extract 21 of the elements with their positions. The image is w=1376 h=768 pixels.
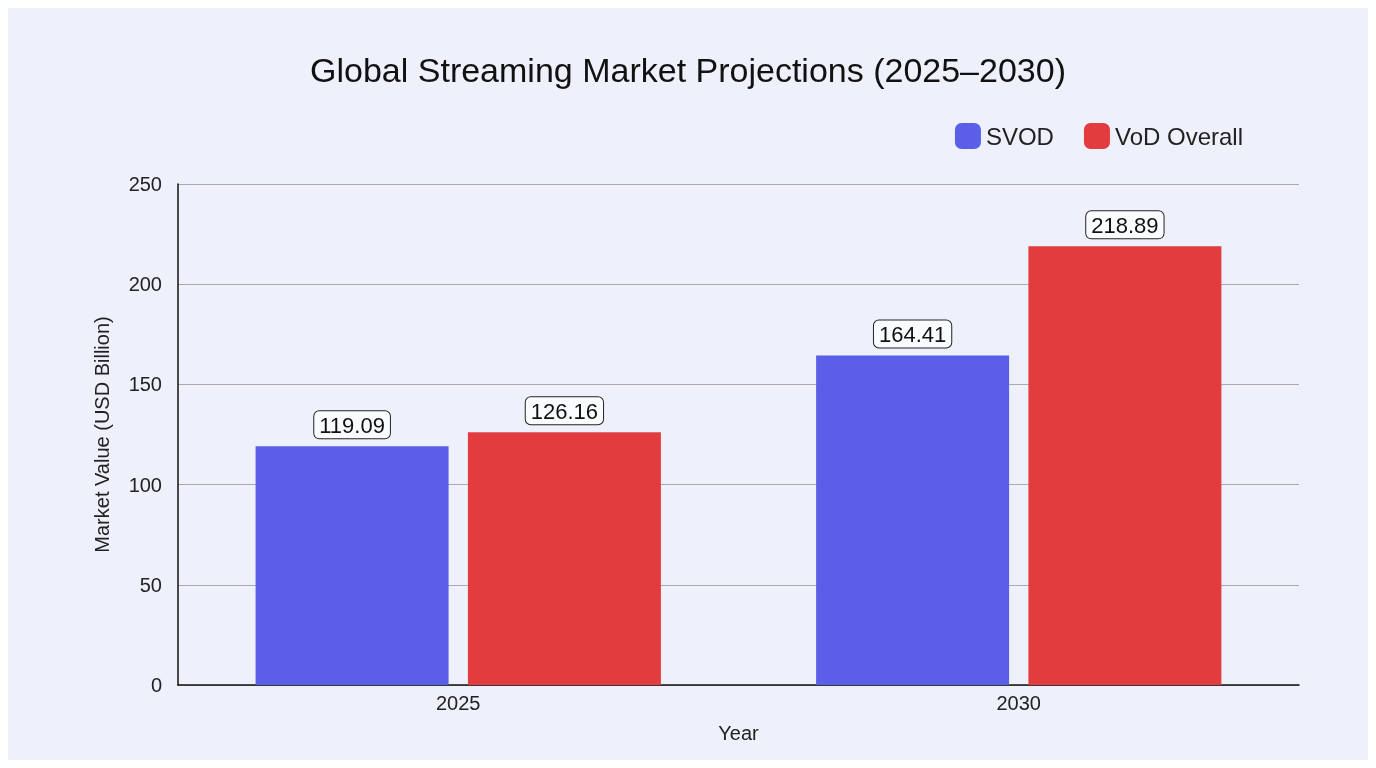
y-tick-label: 150 [128, 373, 162, 396]
y-tick-label: 100 [128, 473, 162, 496]
bar [816, 355, 1010, 685]
x-axis-title: Year [718, 722, 760, 744]
legend-label: VoD Overall [1114, 122, 1244, 150]
bar [467, 432, 661, 685]
x-tick-label: 2025 [436, 692, 481, 714]
y-tick-label: 50 [139, 573, 162, 596]
bar [255, 446, 449, 685]
y-tick-label: 250 [128, 173, 162, 195]
data-label: 119.09 [319, 412, 385, 438]
data-label: 218.89 [1091, 212, 1159, 238]
x-tick-label: 2030 [996, 692, 1041, 714]
y-tick-label: 0 [150, 674, 162, 696]
y-axis-title: Market Value (USD Billion) [91, 316, 113, 553]
chart-title: Global Streaming Market Projections (2025–2030) [310, 51, 1066, 89]
data-label: 164.41 [878, 322, 947, 348]
data-label: 126.16 [530, 398, 599, 424]
y-tick-label: 200 [128, 273, 162, 296]
legend-label: SVOD [985, 122, 1054, 150]
bar [1028, 246, 1222, 685]
